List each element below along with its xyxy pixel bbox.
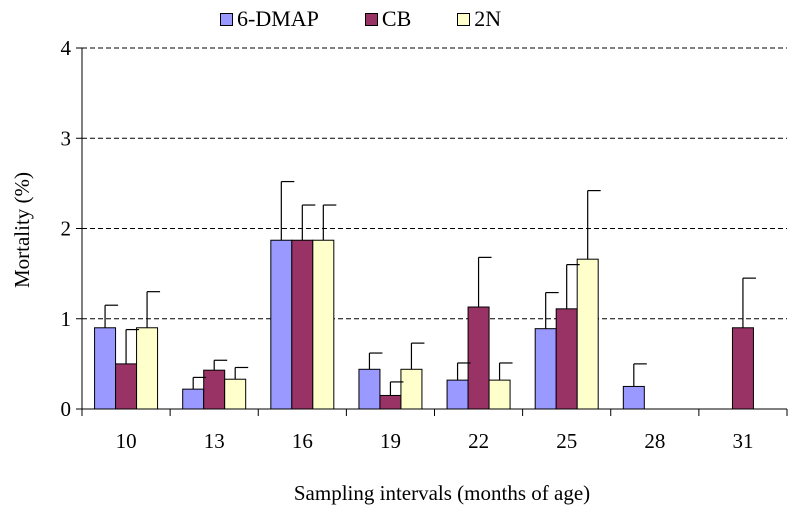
bar-6dmap-16 <box>270 239 293 410</box>
bar-6dmap-19 <box>358 368 381 410</box>
x-tick-label: 10 <box>116 429 137 453</box>
bar-2n-25 <box>576 258 599 410</box>
legend-swatch-2n <box>457 12 471 26</box>
x-tick-label: 31 <box>732 429 753 453</box>
legend-item-6dmap: 6-DMAP <box>220 8 319 30</box>
bar-2n-16 <box>312 239 335 410</box>
bar-cb-25 <box>555 308 578 410</box>
tick-labels: 0 1 2 3 4 10 13 16 19 22 25 28 31 <box>61 36 754 453</box>
bar-cb-13 <box>203 369 226 410</box>
bar-2n-13 <box>224 378 247 410</box>
bars <box>94 239 754 410</box>
legend-label-2n: 2N <box>474 6 502 31</box>
legend-item-cb: CB <box>364 6 412 31</box>
x-tick-label: 19 <box>380 429 401 453</box>
bar-cb-31 <box>731 327 754 410</box>
y-tick-label: 2 <box>61 217 72 241</box>
y-tick-label: 0 <box>61 397 72 421</box>
bar-cb-10 <box>115 363 138 410</box>
bar-6dmap-22 <box>446 379 469 410</box>
y-tick-label: 3 <box>61 126 72 150</box>
legend-item-2n: 2N <box>457 8 501 30</box>
error-bars <box>104 180 756 396</box>
x-tick-label: 22 <box>468 429 489 453</box>
legend-label-6dmap: 6-DMAP <box>237 6 319 31</box>
x-tick-label: 28 <box>644 429 665 453</box>
x-axis-title: Sampling intervals (months of age) <box>294 481 590 505</box>
x-tick-label: 13 <box>204 429 225 453</box>
bar-cb-19 <box>379 394 402 410</box>
legend-label-cb: CB <box>381 6 412 31</box>
bar-6dmap-25 <box>534 328 557 410</box>
y-tick-label: 4 <box>61 36 72 60</box>
legend-swatch-6dmap <box>220 12 233 26</box>
bar-2n-22 <box>488 379 511 410</box>
bar-cb-22 <box>467 306 490 410</box>
x-tick-label: 16 <box>292 429 313 453</box>
bar-6dmap-13 <box>182 388 205 410</box>
y-tick-label: 1 <box>61 307 72 331</box>
bar-2n-19 <box>400 368 423 410</box>
bar-6dmap-10 <box>94 327 117 410</box>
axes <box>76 47 788 416</box>
y-axis-title: Mortality (%) <box>10 172 34 288</box>
x-tick-label: 25 <box>556 429 577 453</box>
bar-2n-10 <box>136 327 159 410</box>
bar-cb-16 <box>291 239 314 410</box>
grid-lines <box>82 47 787 320</box>
legend-swatch-cb <box>364 12 378 26</box>
bar-6dmap-28 <box>622 385 645 410</box>
legend: 6-DMAP CB 2N <box>220 6 547 32</box>
